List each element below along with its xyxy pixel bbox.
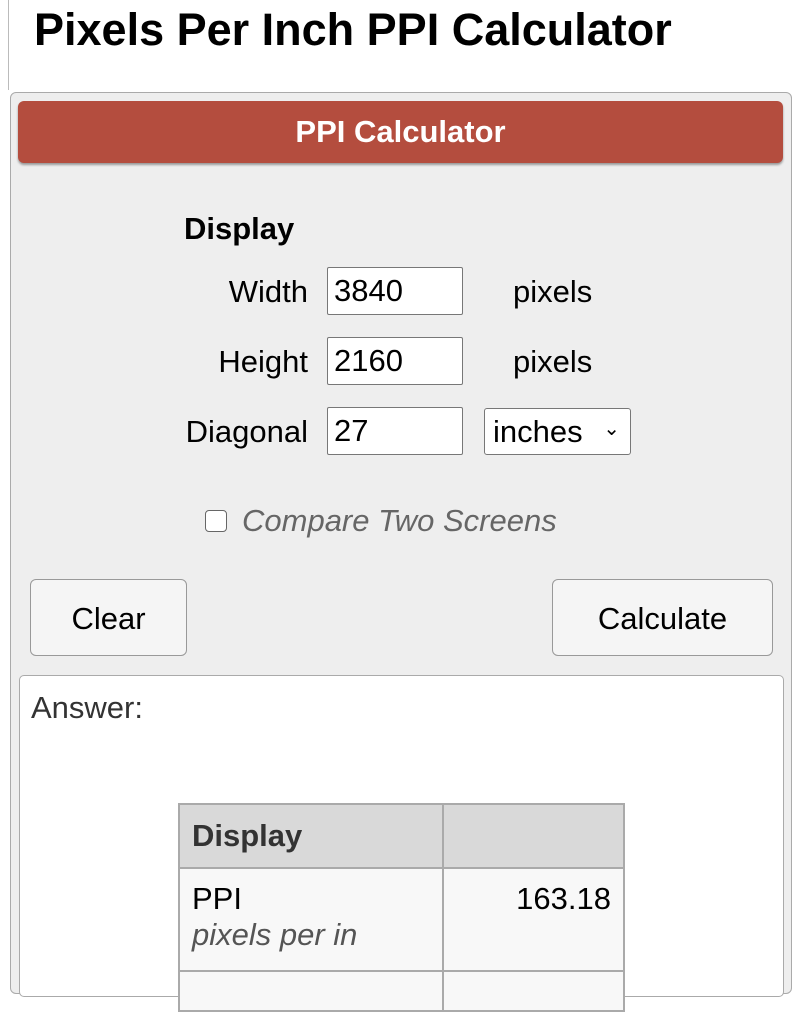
ppi-value: 163.18 [442, 867, 625, 972]
ppi-label: PPI [192, 881, 242, 916]
table-row: PPI pixels per in 163.18 [178, 867, 625, 972]
width-input[interactable] [327, 267, 463, 315]
compare-label[interactable]: Compare Two Screens [242, 503, 557, 538]
answer-label: Answer: [31, 690, 143, 725]
ppi-sublabel: pixels per in [192, 917, 358, 952]
height-label: Height [218, 344, 308, 379]
clear-button[interactable]: Clear [30, 579, 187, 656]
height-unit: pixels [513, 344, 593, 379]
page-title: Pixels Per Inch PPI Calculator [34, 4, 672, 55]
chevron-down-icon: ⌄ [603, 418, 620, 440]
height-input[interactable] [327, 337, 463, 385]
table-header-display: Display [178, 803, 444, 869]
table-header-value [442, 803, 625, 869]
diagonal-label: Diagonal [185, 414, 308, 449]
table-row [178, 970, 625, 1012]
calculator-header: PPI Calculator [18, 101, 783, 163]
compare-checkbox[interactable] [205, 510, 227, 532]
width-unit: pixels [513, 274, 593, 309]
diagonal-unit-value: inches [493, 414, 583, 449]
diagonal-unit-select[interactable]: inches ⌄ [484, 408, 631, 455]
result-table: Display PPI pixels per in 163.18 [178, 803, 625, 1012]
page-border [8, 0, 9, 90]
calculate-button[interactable]: Calculate [552, 579, 773, 656]
width-label: Width [228, 274, 308, 309]
diagonal-input[interactable] [327, 407, 463, 455]
section-label: Display [184, 211, 295, 246]
